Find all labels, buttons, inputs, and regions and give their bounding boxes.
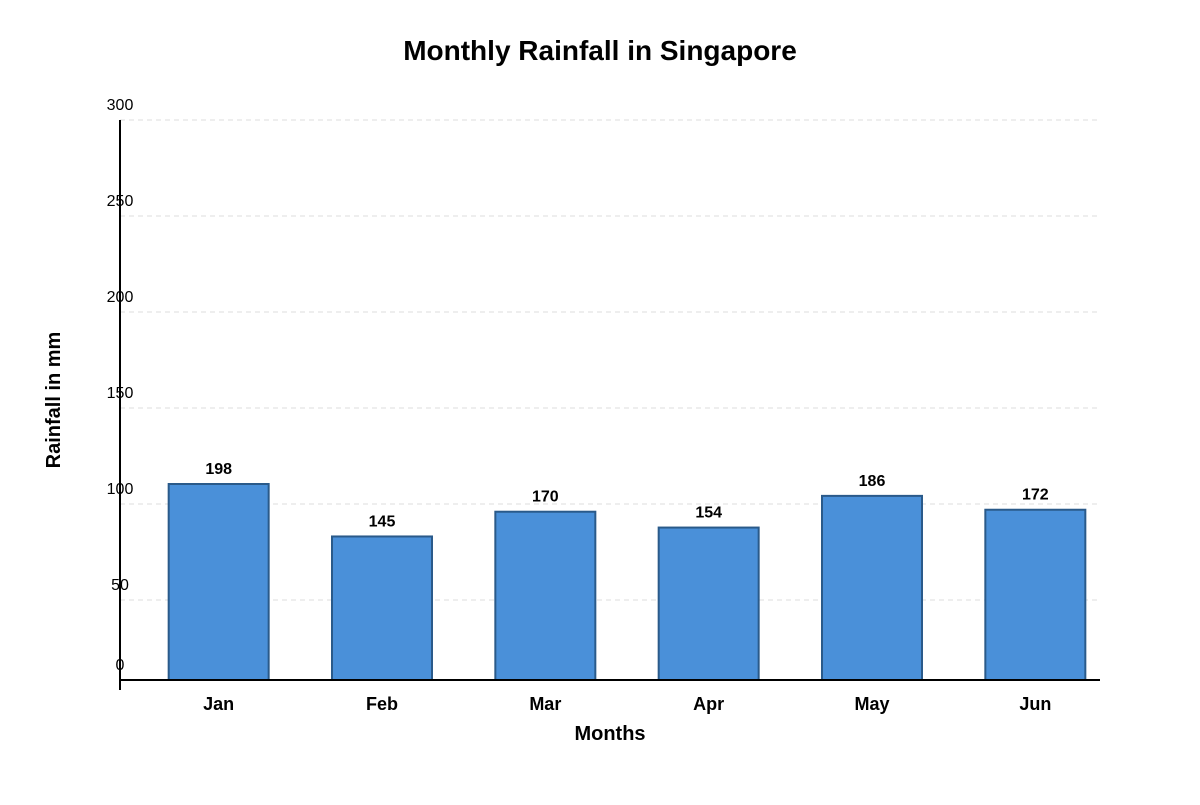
x-tick-label-mar: Mar	[529, 694, 561, 714]
gridlines	[120, 119, 1100, 601]
data-label-may: 186	[859, 473, 886, 490]
y-axis-title: Rainfall in mm	[43, 332, 65, 469]
x-axis-title: Months	[574, 723, 645, 745]
x-tick-label-jun: Jun	[1019, 694, 1051, 714]
x-tick-label-may: May	[854, 694, 889, 714]
bars	[167, 483, 1087, 682]
x-tick-label-feb: Feb	[366, 694, 398, 714]
data-label-mar: 170	[532, 489, 559, 506]
x-axis-ticks: Jan Feb Mar Apr May Jun	[203, 694, 1051, 714]
data-label-jun: 172	[1022, 487, 1049, 504]
data-label-feb: 145	[369, 513, 396, 530]
bar-jan	[167, 483, 270, 681]
bar-feb	[331, 535, 433, 682]
bar-apr	[657, 526, 760, 681]
chart-title: Monthly Rainfall in Singapore	[403, 35, 797, 66]
bar-jun	[984, 508, 1087, 681]
x-tick-label-jan: Jan	[203, 694, 234, 714]
data-labels: 198 145 170 154 186 172	[205, 461, 1048, 530]
bar-mar	[494, 510, 597, 681]
y-tick-label: 300	[107, 97, 134, 114]
data-label-jan: 198	[205, 461, 232, 478]
x-tick-label-apr: Apr	[693, 694, 724, 714]
data-label-apr: 154	[695, 505, 722, 522]
bar-may	[821, 494, 923, 681]
y-axis-ticks: 050100150200250300	[107, 97, 134, 674]
